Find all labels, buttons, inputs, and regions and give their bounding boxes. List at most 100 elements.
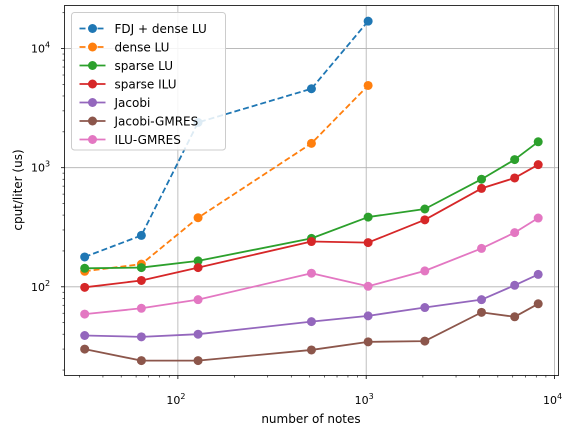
legend-label: ILU-GMRES xyxy=(115,133,181,147)
x-axis-label: number of notes xyxy=(261,412,360,426)
data-point xyxy=(306,84,316,94)
data-point xyxy=(533,160,543,170)
data-point xyxy=(510,173,520,183)
legend: FDJ + dense LU dense LU sparse LU sparse IL… xyxy=(71,12,226,151)
data-point xyxy=(363,212,373,222)
data-point xyxy=(136,263,146,273)
legend-item: ILU-GMRES xyxy=(79,133,181,147)
x-tick-exponent: 2 xyxy=(180,392,185,401)
data-point xyxy=(420,336,430,346)
data-point xyxy=(477,174,487,184)
data-point xyxy=(136,332,146,342)
legend-marker xyxy=(88,116,97,126)
y-tick-label: 104 xyxy=(31,41,50,56)
legend-label: sparse LU xyxy=(115,59,173,73)
legend-label: sparse ILU xyxy=(115,78,177,92)
data-point xyxy=(510,312,520,322)
x-tick-label: 103 xyxy=(355,392,374,407)
series-sparse-lu xyxy=(80,137,543,273)
data-point xyxy=(363,337,373,347)
y-tick-base: 10 xyxy=(31,162,45,175)
x-tick-exponent: 3 xyxy=(369,392,374,401)
series-layer xyxy=(80,16,543,366)
legend-item: dense LU xyxy=(79,41,170,55)
data-point xyxy=(136,356,146,366)
data-point xyxy=(193,295,203,305)
series-jacobi-gmres xyxy=(80,299,543,366)
legend-label: Jacobi xyxy=(114,96,151,110)
series-ilu-gmres xyxy=(80,213,543,319)
data-point xyxy=(510,280,520,290)
data-point xyxy=(306,138,316,148)
y-tick-exponent: 3 xyxy=(45,160,50,169)
legend-marker xyxy=(88,135,97,144)
x-tick-base: 10 xyxy=(166,394,180,407)
x-tick-base: 10 xyxy=(355,394,369,407)
data-point xyxy=(306,237,316,247)
legend-marker xyxy=(88,98,97,107)
data-point xyxy=(363,238,373,248)
data-point xyxy=(420,204,430,214)
data-point xyxy=(477,183,487,193)
legend-marker xyxy=(88,79,97,89)
data-point xyxy=(533,137,543,147)
y-tick-exponent: 2 xyxy=(45,279,50,288)
x-tick-label: 104 xyxy=(543,392,562,407)
data-point xyxy=(363,311,373,321)
data-point xyxy=(420,266,430,276)
plot-frame xyxy=(64,5,559,376)
data-point xyxy=(80,344,90,354)
data-point xyxy=(193,329,203,339)
y-tick-exponent: 4 xyxy=(45,41,50,50)
data-point xyxy=(363,16,373,26)
data-point xyxy=(533,213,543,223)
x-tick-label: 102 xyxy=(166,392,185,407)
data-point xyxy=(363,80,373,90)
data-point xyxy=(477,243,487,253)
legend-label: Jacobi-GMRES xyxy=(114,115,199,129)
series-sparse-ilu xyxy=(80,160,543,292)
data-point xyxy=(533,269,543,279)
data-point xyxy=(306,345,316,355)
data-point xyxy=(136,303,146,313)
x-tick-exponent: 4 xyxy=(557,392,562,401)
legend-box xyxy=(71,12,226,151)
data-point xyxy=(420,215,430,225)
legend-label: dense LU xyxy=(115,41,170,55)
data-point xyxy=(80,263,90,273)
data-point xyxy=(80,282,90,292)
data-point xyxy=(193,356,203,366)
legend-item: sparse ILU xyxy=(79,78,177,92)
x-tick-base: 10 xyxy=(543,394,557,407)
data-point xyxy=(306,317,316,327)
legend-label: FDJ + dense LU xyxy=(115,22,207,36)
y-tick-base: 10 xyxy=(31,281,45,294)
data-point xyxy=(477,295,487,305)
data-point xyxy=(510,228,520,238)
series-jacobi xyxy=(80,269,543,342)
legend-marker xyxy=(88,24,97,33)
legend-item: FDJ + dense LU xyxy=(79,22,207,36)
legend-marker xyxy=(88,61,97,70)
data-point xyxy=(193,213,203,223)
data-point xyxy=(80,331,90,341)
data-point xyxy=(80,309,90,319)
y-axis-label: cput/liter (us) xyxy=(11,149,25,230)
data-point xyxy=(80,252,90,262)
y-tick-label: 102 xyxy=(31,279,50,294)
data-point xyxy=(193,263,203,273)
legend-item: Jacobi-GMRES xyxy=(79,115,199,129)
data-point xyxy=(533,299,543,309)
data-point xyxy=(477,307,487,317)
data-point xyxy=(510,155,520,165)
y-tick-label: 103 xyxy=(31,160,50,175)
data-point xyxy=(136,230,146,240)
legend-marker xyxy=(88,42,97,52)
data-point xyxy=(306,268,316,278)
legend-item: sparse LU xyxy=(79,59,173,73)
data-point xyxy=(363,281,373,291)
legend-item: Jacobi xyxy=(79,96,151,110)
data-point xyxy=(136,275,146,285)
